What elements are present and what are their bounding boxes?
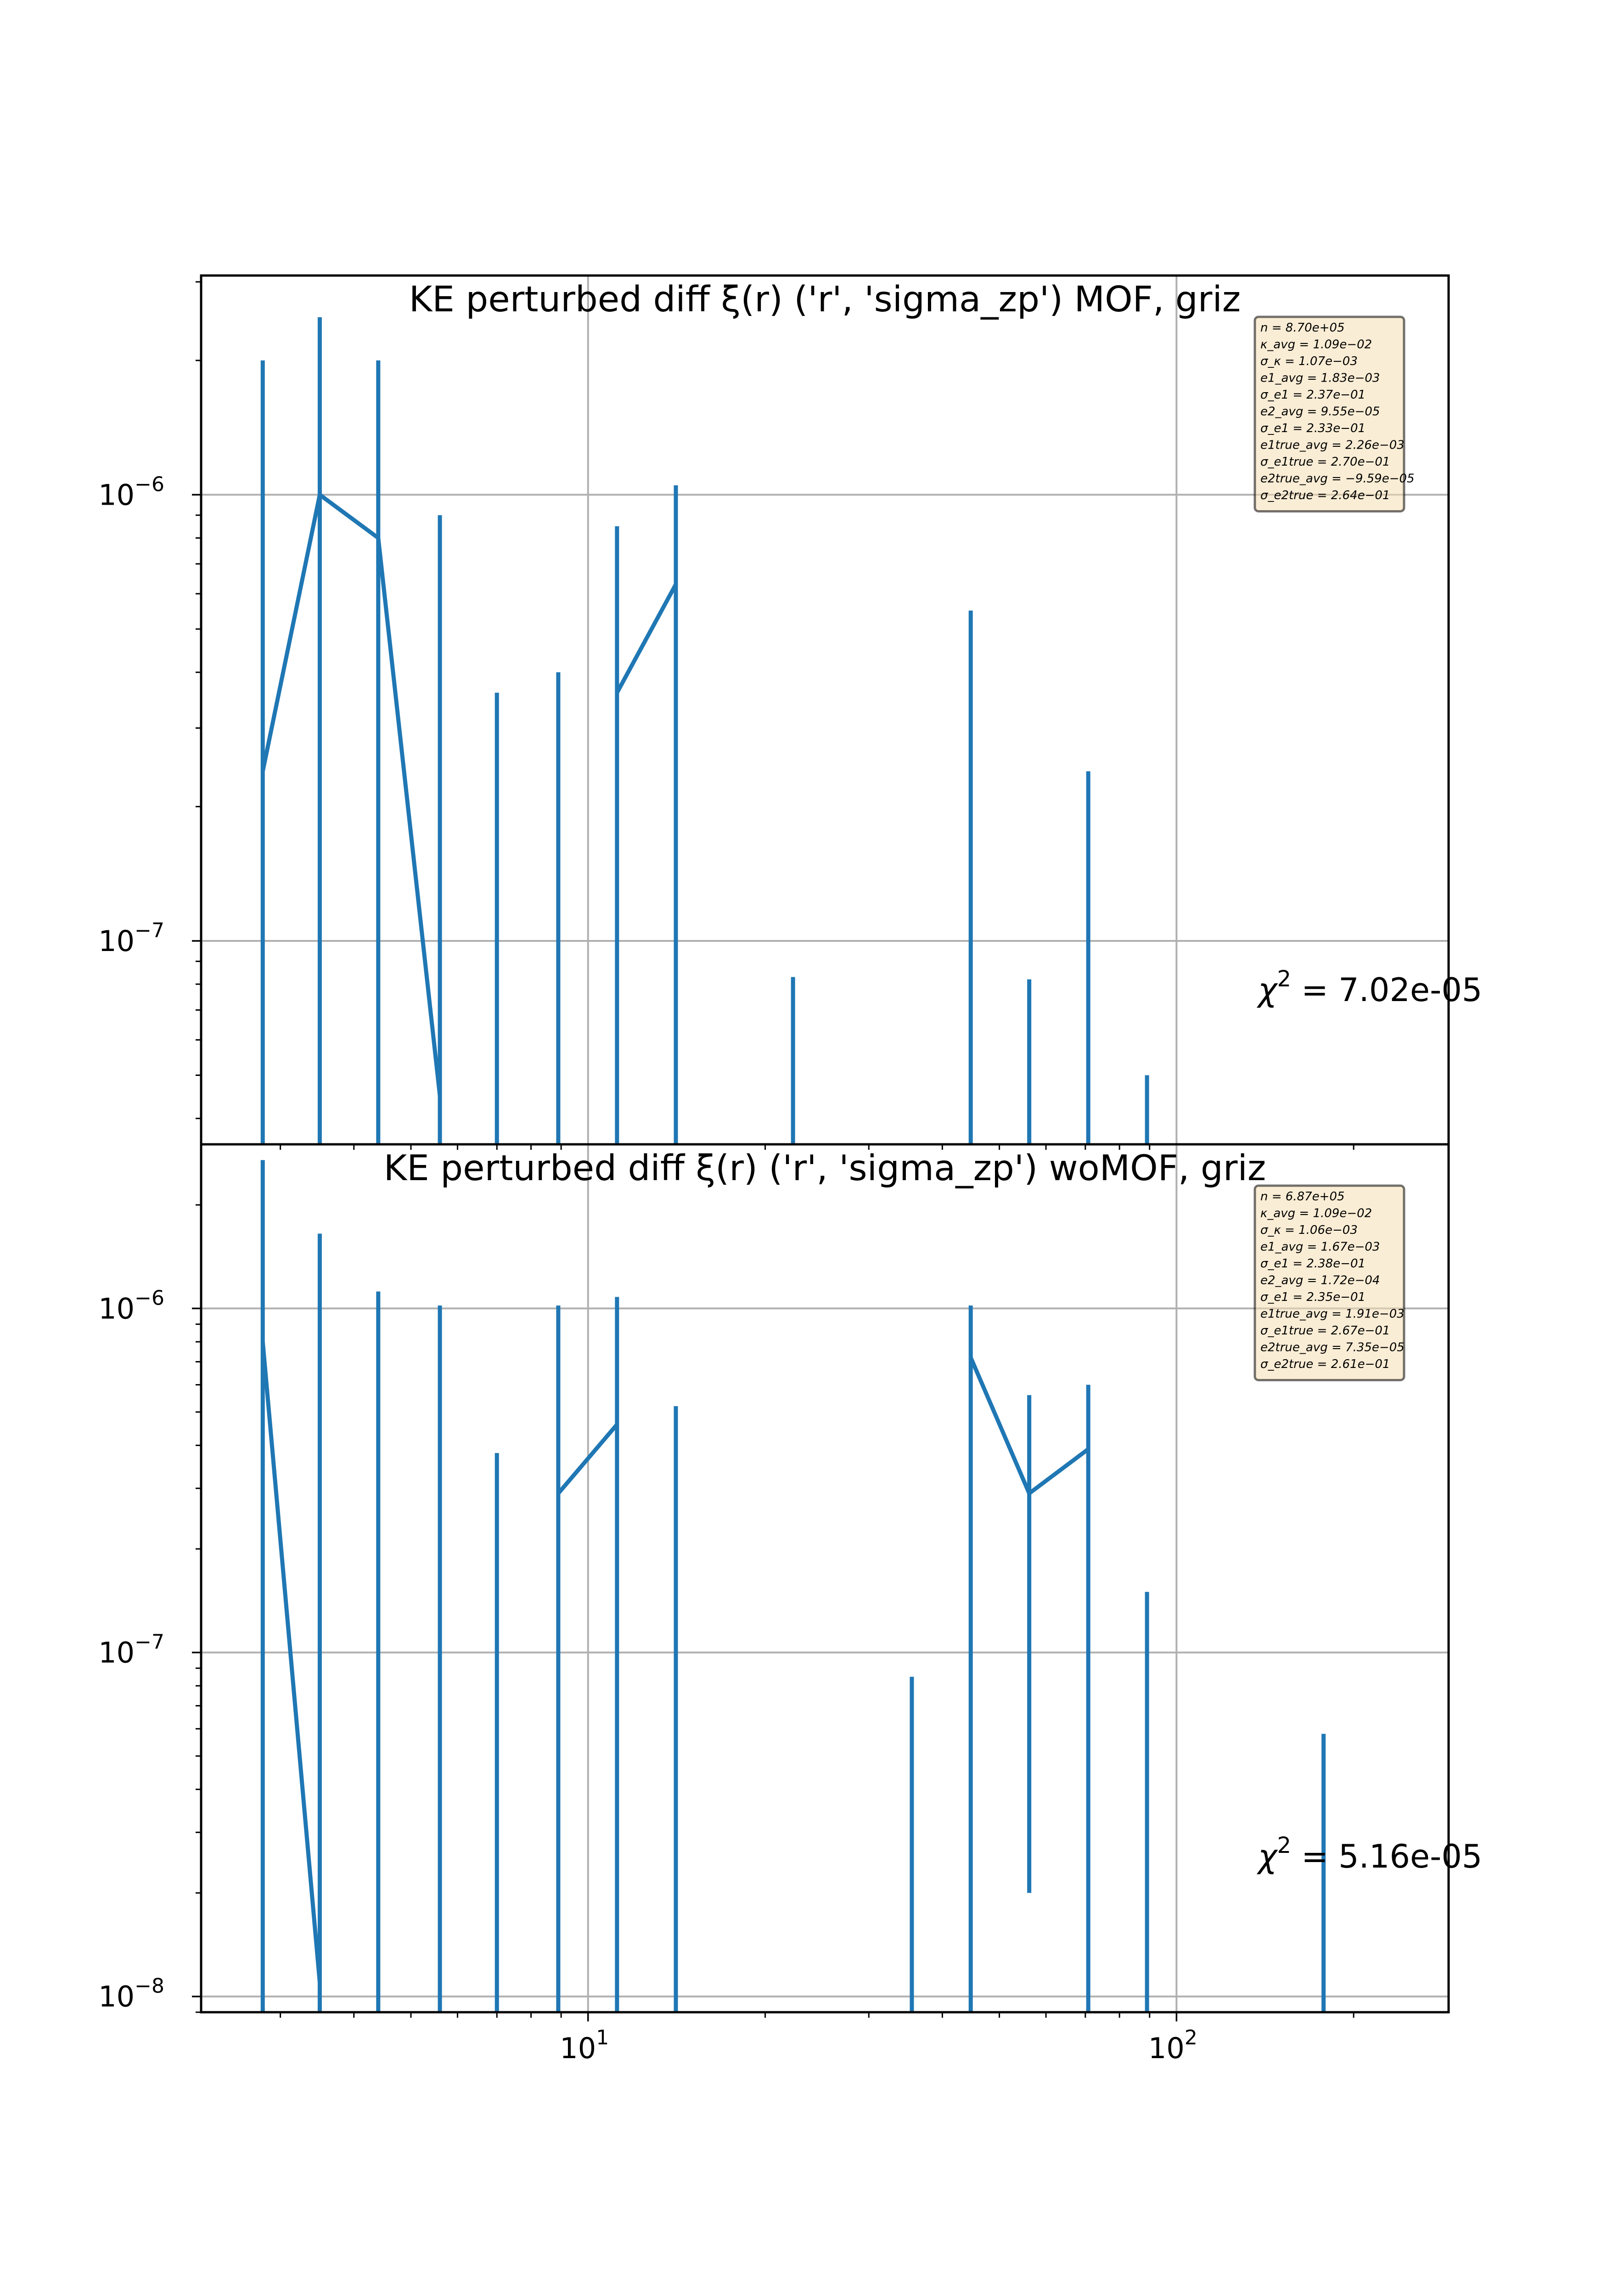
- chart-title: KE perturbed diff ξ(r) ('r', 'sigma_zp')…: [384, 1148, 1266, 1189]
- y-tick-exponent: −6: [135, 473, 164, 496]
- stats-line: σ_e1 = 2.37e−01: [1260, 388, 1365, 402]
- x-tick-base: 10: [1148, 2032, 1185, 2065]
- stats-line: σ_e2true = 2.64e−01: [1260, 489, 1390, 502]
- top-panel: 10−610−7KE perturbed diff ξ(r) ('r', 'si…: [98, 274, 1482, 1154]
- stats-line: κ_avg = 1.09e−02: [1260, 1207, 1372, 1221]
- chi-square-symbol: χ: [1256, 1838, 1278, 1875]
- y-tick-base: 10: [98, 1292, 135, 1325]
- y-tick-label: 10−7: [98, 1631, 164, 1670]
- y-tick-exponent: −8: [135, 1975, 164, 1998]
- stats-line: σ_e1true = 2.70e−01: [1260, 455, 1390, 469]
- x-tick-exponent: 1: [596, 2026, 609, 2049]
- stats-line: σ_κ = 1.07e−03: [1260, 355, 1358, 368]
- chi-square-exponent: 2: [1277, 966, 1291, 992]
- series-line: [969, 1356, 1090, 1496]
- chi-square-annotation: χ2 = 7.02e-05: [1256, 966, 1482, 1009]
- series-line: [260, 492, 442, 1096]
- series-line: [260, 1341, 322, 1983]
- series-line: [615, 583, 678, 694]
- y-tick-base: 10: [98, 478, 135, 512]
- plot-area: [260, 317, 1149, 1144]
- stats-line: e1_avg = 1.67e−03: [1260, 1240, 1380, 1254]
- chi-square-value: = 5.16e-05: [1291, 1838, 1482, 1875]
- stats-line: σ_e1true = 2.67e−01: [1260, 1324, 1390, 1338]
- stats-line: e1true_avg = 1.91e−03: [1260, 1307, 1405, 1321]
- stats-line: n = 6.87e+05: [1260, 1190, 1345, 1204]
- plot-area: [260, 1160, 1326, 2012]
- stats-line: e1true_avg = 2.26e−03: [1260, 439, 1405, 452]
- stats-line: σ_e1 = 2.38e−01: [1260, 1257, 1365, 1271]
- y-tick-label: 10−6: [98, 473, 164, 512]
- stats-box: [1253, 1184, 1405, 1381]
- stats-line: e1_avg = 1.83e−03: [1260, 371, 1380, 385]
- y-tick-base: 10: [98, 1980, 135, 2014]
- y-tick-exponent: −7: [135, 919, 164, 942]
- y-tick-base: 10: [98, 924, 135, 958]
- axes-frame: [200, 1143, 1450, 2014]
- stats-line: e2_avg = 9.55e−05: [1260, 405, 1380, 419]
- x-tick-exponent: 2: [1185, 2026, 1197, 2049]
- x-tick-label: 101: [560, 2026, 609, 2065]
- y-tick-label: 10−7: [98, 919, 164, 958]
- stats-line: σ_κ = 1.06e−03: [1260, 1223, 1358, 1237]
- chi-square-symbol: χ: [1256, 971, 1278, 1009]
- stats-line: n = 8.70e+05: [1260, 321, 1345, 335]
- stats-line: σ_e1 = 2.33e−01: [1260, 422, 1365, 435]
- stats-line: σ_e2true = 2.61e−01: [1260, 1357, 1390, 1371]
- stats-line: κ_avg = 1.09e−02: [1260, 338, 1372, 352]
- stats-line: σ_e1 = 2.35e−01: [1260, 1290, 1365, 1304]
- y-tick-exponent: −6: [135, 1286, 164, 1310]
- y-tick-label: 10−8: [98, 1975, 164, 2014]
- y-tick-exponent: −7: [135, 1631, 164, 1654]
- chi-square-exponent: 2: [1277, 1833, 1291, 1858]
- x-tick-base: 10: [560, 2032, 596, 2065]
- stats-line: e2_avg = 1.72e−04: [1260, 1274, 1380, 1288]
- chi-square-annotation: χ2 = 5.16e-05: [1256, 1833, 1482, 1875]
- x-tick-label: 102: [1148, 2026, 1197, 2065]
- y-tick-base: 10: [98, 1636, 135, 1670]
- stats-line: e2true_avg = 7.35e−05: [1260, 1341, 1405, 1355]
- chart-title: KE perturbed diff ξ(r) ('r', 'sigma_zp')…: [409, 279, 1241, 320]
- stats-line: e2true_avg = −9.59e−05: [1260, 472, 1415, 486]
- y-tick-label: 10−6: [98, 1286, 164, 1325]
- series-line: [556, 1423, 619, 1495]
- chi-square-value: = 7.02e-05: [1291, 971, 1482, 1009]
- stats-box: [1253, 315, 1405, 512]
